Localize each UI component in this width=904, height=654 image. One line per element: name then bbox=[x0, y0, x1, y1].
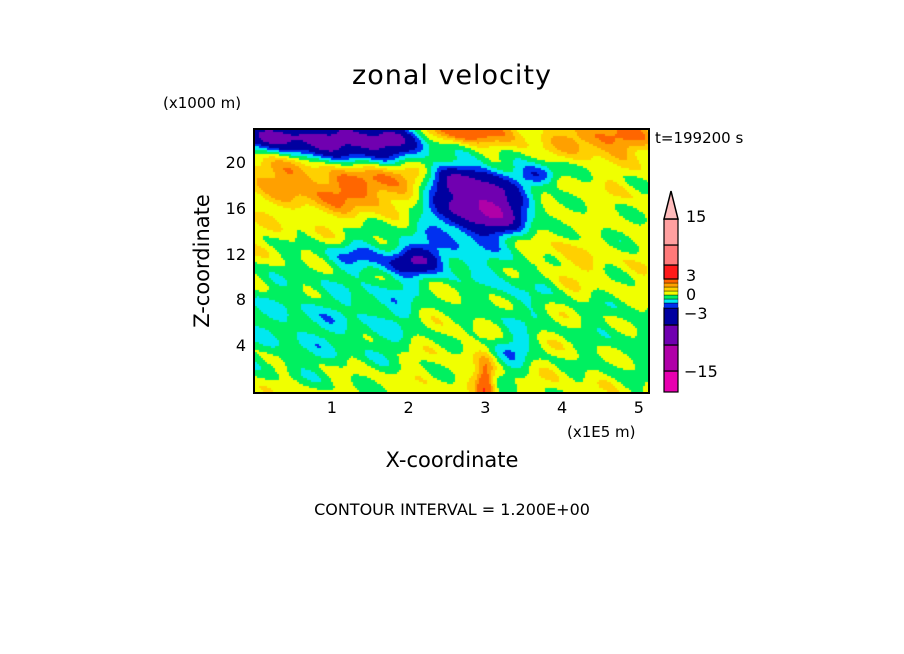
y-tick-label: 20 bbox=[225, 153, 246, 173]
x-tick-label: 1 bbox=[326, 398, 337, 417]
colorbar-bin bbox=[663, 286, 679, 292]
chart-title: zonal velocity bbox=[352, 60, 552, 91]
colorbar-bin bbox=[663, 218, 679, 246]
contour-interval-label: CONTOUR INTERVAL = 1.200E+00 bbox=[314, 500, 590, 519]
colorbar-bin bbox=[663, 307, 679, 326]
contour-field bbox=[255, 130, 648, 392]
y-tick-label: 12 bbox=[225, 244, 246, 264]
plot-frame bbox=[253, 128, 650, 394]
y-tick-label: 4 bbox=[235, 336, 246, 356]
colorbar-bin bbox=[663, 290, 679, 296]
colorbar-label: −15 bbox=[684, 362, 718, 381]
colorbar-bin bbox=[663, 244, 679, 266]
x-tick-label: 3 bbox=[480, 398, 491, 417]
colorbar-bin bbox=[663, 264, 679, 280]
x-unit-label: (x1E5 m) bbox=[567, 423, 636, 441]
colorbar-label: 0 bbox=[686, 285, 696, 304]
colorbar-bin bbox=[663, 294, 679, 300]
colorbar-label: −3 bbox=[684, 304, 708, 323]
colorbar-bin bbox=[663, 298, 679, 304]
y-tick-label: 16 bbox=[225, 198, 246, 218]
x-tick-label: 4 bbox=[557, 398, 568, 417]
x-tick-label: 2 bbox=[403, 398, 414, 417]
y-unit-label: (x1000 m) bbox=[163, 94, 242, 112]
y-tick-label: 8 bbox=[235, 290, 246, 310]
colorbar-bin bbox=[663, 278, 679, 284]
colorbar-bin bbox=[663, 302, 679, 309]
colorbar-bin bbox=[663, 282, 679, 288]
x-axis-label: X-coordinate bbox=[385, 448, 519, 472]
colorbar-bin bbox=[663, 344, 679, 372]
colorbar-label: 15 bbox=[686, 207, 706, 226]
x-tick-label: 5 bbox=[633, 398, 644, 417]
colorbar-bin bbox=[663, 324, 679, 346]
time-label: t=199200 s bbox=[655, 129, 744, 147]
colorbar-extend-triangle bbox=[663, 190, 679, 220]
colorbar-label: 3 bbox=[686, 266, 696, 285]
colorbar-bin bbox=[663, 370, 679, 393]
